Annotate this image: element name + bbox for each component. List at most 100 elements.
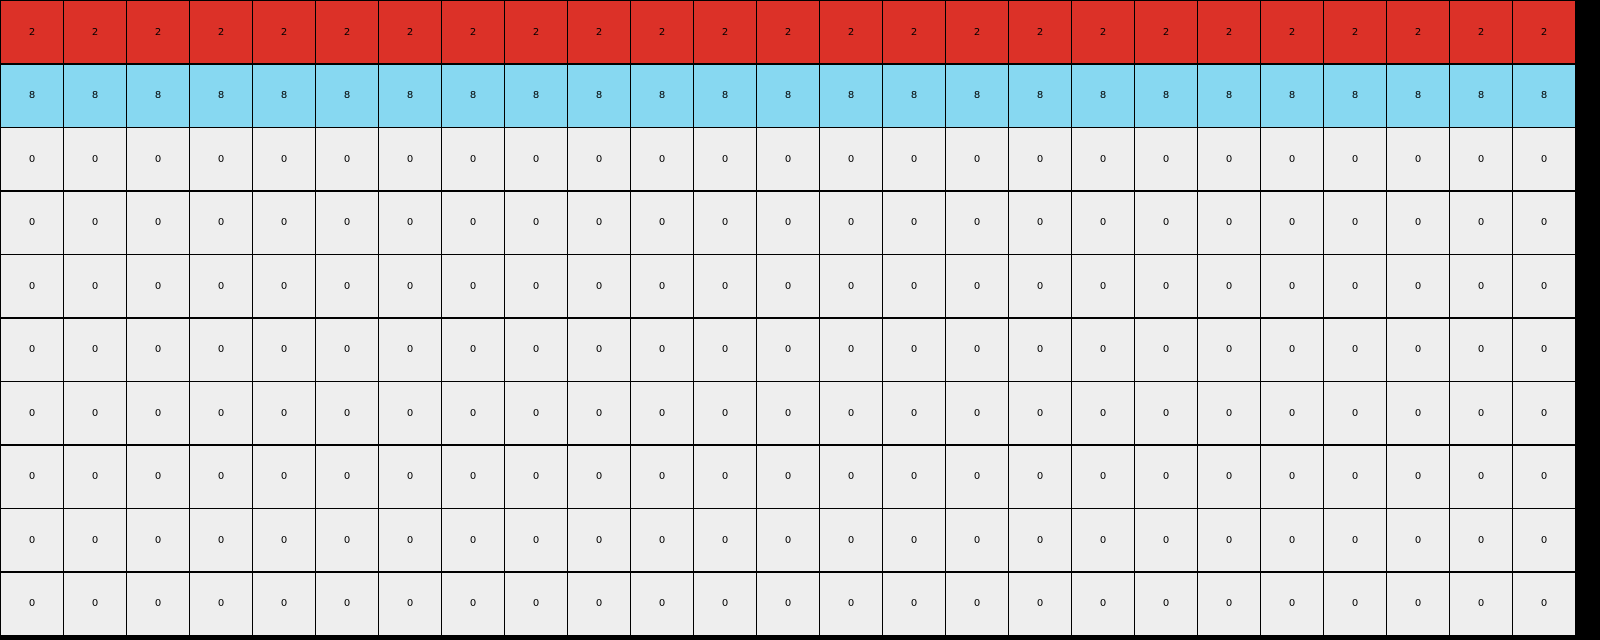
grid-cell[interactable]: 0 [883,191,945,254]
grid-cell[interactable]: 0 [883,128,945,190]
grid-cell[interactable]: 0 [379,382,441,444]
grid-cell[interactable]: 8 [127,64,189,127]
grid-cell[interactable]: 0 [1009,128,1071,190]
grid-cell[interactable]: 0 [1324,255,1386,317]
grid-cell[interactable]: 0 [442,509,504,571]
grid-cell[interactable]: 8 [1387,64,1449,127]
grid-cell[interactable]: 0 [253,509,315,571]
grid-cell[interactable]: 0 [1387,128,1449,190]
grid-cell[interactable]: 0 [1261,128,1323,190]
grid-cell[interactable]: 2 [1198,1,1260,63]
grid-cell[interactable]: 2 [1261,1,1323,63]
grid-cell[interactable]: 0 [1135,445,1197,508]
grid-cell[interactable]: 0 [316,572,378,635]
grid-cell[interactable]: 0 [946,382,1008,444]
grid-cell[interactable]: 2 [946,1,1008,63]
grid-cell[interactable]: 0 [1513,509,1575,571]
grid-cell[interactable]: 0 [316,128,378,190]
grid-cell[interactable]: 2 [694,1,756,63]
grid-cell[interactable]: 2 [820,1,882,63]
grid-cell[interactable]: 2 [1,1,63,63]
grid-cell[interactable]: 2 [64,1,126,63]
grid-cell[interactable]: 8 [316,64,378,127]
grid-cell[interactable]: 0 [631,318,693,381]
grid-cell[interactable]: 0 [1387,445,1449,508]
grid-cell[interactable]: 0 [946,128,1008,190]
grid-cell[interactable]: 0 [442,191,504,254]
grid-cell[interactable]: 0 [127,445,189,508]
grid-cell[interactable]: 0 [1072,382,1134,444]
grid-cell[interactable]: 0 [946,191,1008,254]
grid-cell[interactable]: 0 [694,382,756,444]
grid-cell[interactable]: 0 [442,382,504,444]
grid-cell[interactable]: 0 [379,509,441,571]
grid-cell[interactable]: 2 [568,1,630,63]
grid-cell[interactable]: 0 [1072,572,1134,635]
grid-cell[interactable]: 2 [127,1,189,63]
grid-cell[interactable]: 8 [946,64,1008,127]
grid-cell[interactable]: 0 [883,382,945,444]
grid-cell[interactable]: 8 [64,64,126,127]
grid-cell[interactable]: 0 [757,572,819,635]
grid-cell[interactable]: 0 [190,445,252,508]
grid-cell[interactable]: 8 [1513,64,1575,127]
grid-cell[interactable]: 0 [127,191,189,254]
grid-cell[interactable]: 0 [1324,128,1386,190]
grid-cell[interactable]: 0 [1009,509,1071,571]
grid-cell[interactable]: 0 [1513,445,1575,508]
grid-cell[interactable]: 0 [820,382,882,444]
grid-cell[interactable]: 0 [568,128,630,190]
grid-cell[interactable]: 2 [1009,1,1071,63]
grid-cell[interactable]: 0 [568,191,630,254]
grid-cell[interactable]: 0 [1261,318,1323,381]
grid-cell[interactable]: 0 [631,572,693,635]
grid-cell[interactable]: 0 [757,445,819,508]
grid-cell[interactable]: 0 [820,509,882,571]
grid-cell[interactable]: 8 [820,64,882,127]
grid-cell[interactable]: 0 [883,445,945,508]
grid-cell[interactable]: 2 [1513,1,1575,63]
grid-cell[interactable]: 0 [568,318,630,381]
grid-cell[interactable]: 0 [1135,572,1197,635]
grid-cell[interactable]: 0 [1324,572,1386,635]
grid-cell[interactable]: 0 [1198,318,1260,381]
grid-cell[interactable]: 0 [253,255,315,317]
grid-cell[interactable]: 0 [568,509,630,571]
grid-cell[interactable]: 8 [757,64,819,127]
grid-cell[interactable]: 0 [757,128,819,190]
grid-cell[interactable]: 8 [190,64,252,127]
grid-cell[interactable]: 0 [631,509,693,571]
grid-cell[interactable]: 0 [316,445,378,508]
grid-cell[interactable]: 0 [253,191,315,254]
grid-cell[interactable]: 0 [1387,191,1449,254]
grid-cell[interactable]: 0 [190,382,252,444]
grid-cell[interactable]: 0 [1261,255,1323,317]
grid-cell[interactable]: 0 [1513,382,1575,444]
grid-cell[interactable]: 0 [505,572,567,635]
grid-cell[interactable]: 0 [1387,382,1449,444]
grid-cell[interactable]: 0 [64,445,126,508]
grid-cell[interactable]: 0 [1198,128,1260,190]
grid-cell[interactable]: 0 [1513,191,1575,254]
grid-cell[interactable]: 0 [1387,318,1449,381]
grid-cell[interactable]: 0 [1135,509,1197,571]
grid-cell[interactable]: 8 [631,64,693,127]
grid-cell[interactable]: 0 [1,382,63,444]
grid-cell[interactable]: 0 [505,509,567,571]
grid-cell[interactable]: 0 [883,572,945,635]
grid-cell[interactable]: 0 [820,255,882,317]
grid-cell[interactable]: 0 [127,509,189,571]
grid-cell[interactable]: 0 [946,255,1008,317]
grid-cell[interactable]: 2 [253,1,315,63]
grid-cell[interactable]: 0 [1198,191,1260,254]
grid-cell[interactable]: 0 [379,128,441,190]
grid-cell[interactable]: 0 [505,128,567,190]
grid-cell[interactable]: 8 [1450,64,1512,127]
grid-cell[interactable]: 0 [883,255,945,317]
grid-cell[interactable]: 0 [1261,509,1323,571]
grid-cell[interactable]: 0 [64,509,126,571]
grid-cell[interactable]: 0 [64,191,126,254]
grid-cell[interactable]: 0 [505,445,567,508]
grid-cell[interactable]: 0 [694,572,756,635]
grid-cell[interactable]: 2 [505,1,567,63]
